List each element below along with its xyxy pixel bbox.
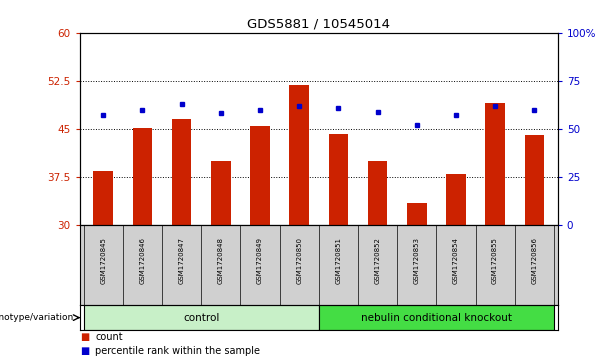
Bar — [329, 134, 348, 225]
Bar — [83, 305, 319, 330]
Bar — [485, 103, 505, 225]
Bar — [93, 171, 113, 225]
Bar — [250, 126, 270, 225]
Bar — [211, 161, 230, 225]
Text: GSM1720845: GSM1720845 — [100, 237, 106, 284]
Bar — [319, 305, 554, 330]
Text: ■: ■ — [80, 346, 89, 356]
Text: GSM1720850: GSM1720850 — [296, 237, 302, 284]
Text: GSM1720851: GSM1720851 — [335, 237, 341, 284]
Bar — [446, 174, 466, 225]
Text: GSM1720855: GSM1720855 — [492, 237, 498, 284]
Text: nebulin conditional knockout: nebulin conditional knockout — [361, 313, 512, 323]
Bar — [289, 85, 309, 225]
Text: GSM1720856: GSM1720856 — [531, 237, 538, 284]
Bar — [368, 161, 387, 225]
Text: ■: ■ — [80, 332, 89, 342]
Bar — [407, 203, 427, 225]
Text: genotype/variation: genotype/variation — [0, 313, 74, 322]
Bar — [132, 127, 152, 225]
Text: GSM1720853: GSM1720853 — [414, 237, 420, 284]
Text: GDS5881 / 10545014: GDS5881 / 10545014 — [247, 18, 390, 31]
Bar — [525, 135, 544, 225]
Text: GSM1720849: GSM1720849 — [257, 237, 263, 284]
Text: GSM1720846: GSM1720846 — [139, 237, 145, 284]
Text: GSM1720852: GSM1720852 — [375, 237, 381, 284]
Text: GSM1720848: GSM1720848 — [218, 237, 224, 284]
Text: count: count — [95, 332, 123, 342]
Bar — [172, 119, 191, 225]
Text: percentile rank within the sample: percentile rank within the sample — [95, 346, 260, 356]
Text: GSM1720854: GSM1720854 — [453, 237, 459, 284]
Text: GSM1720847: GSM1720847 — [178, 237, 185, 284]
Text: control: control — [183, 313, 219, 323]
